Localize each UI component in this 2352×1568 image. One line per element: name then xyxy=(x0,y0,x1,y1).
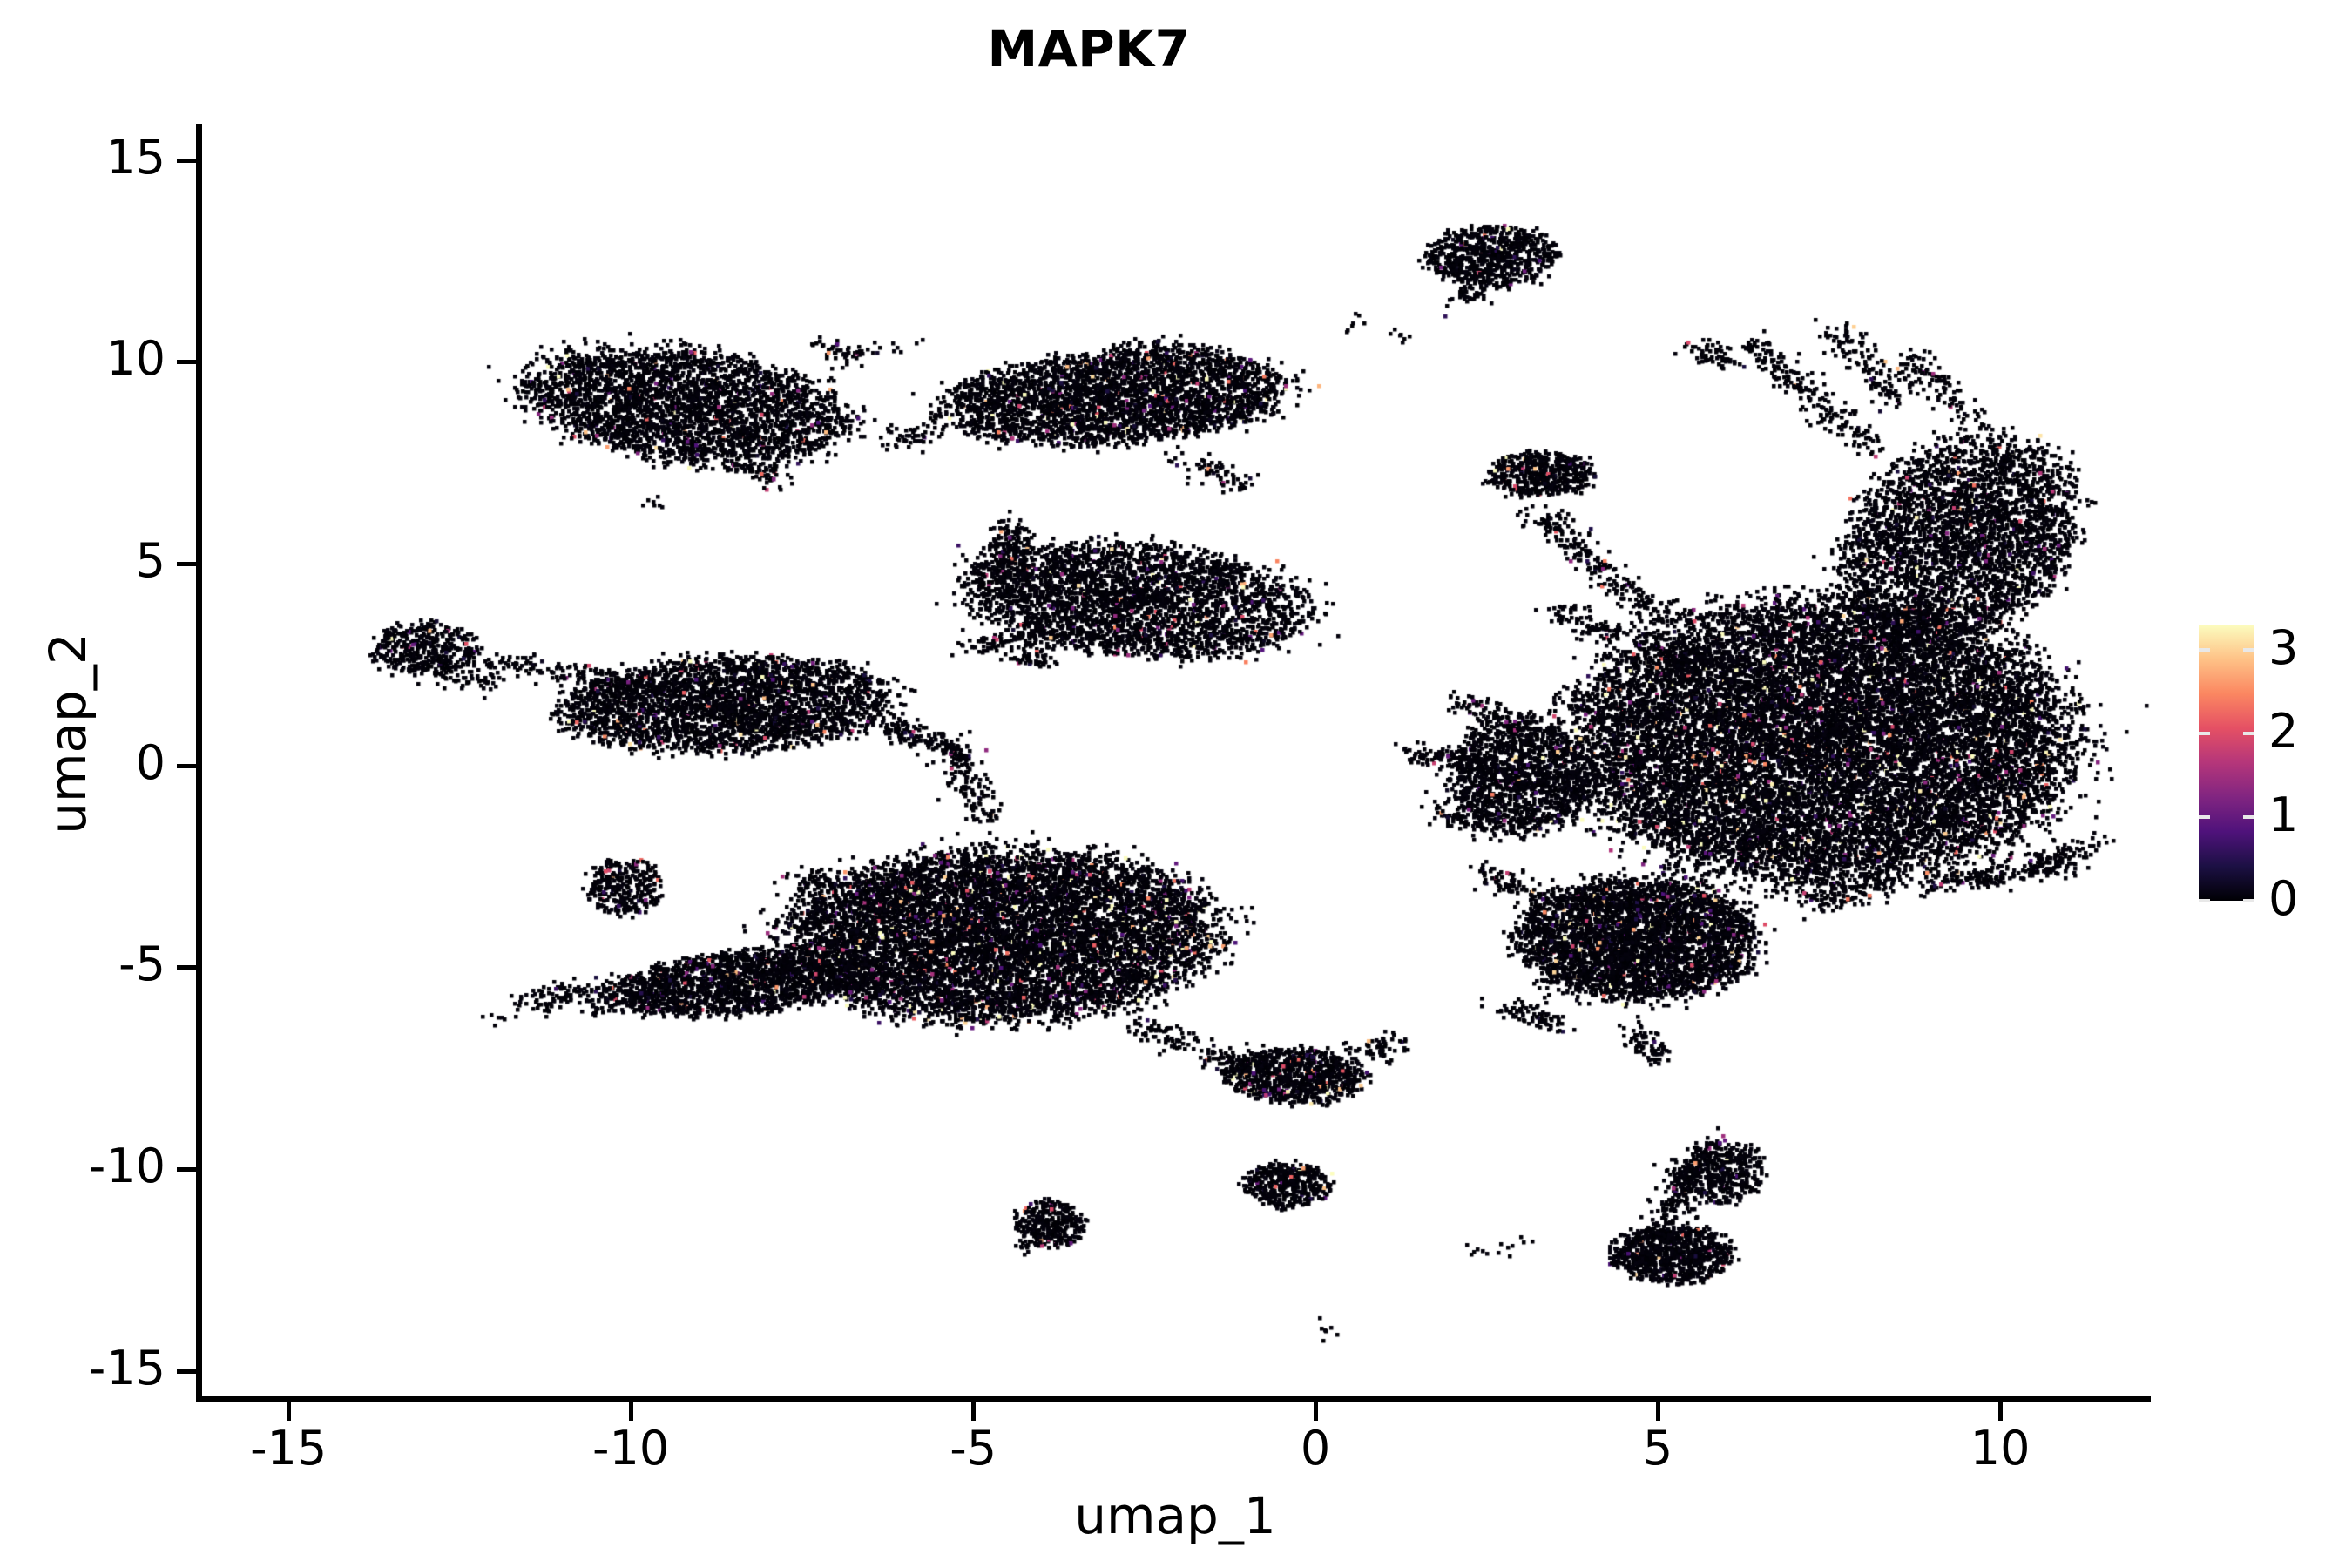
y-tick-mark xyxy=(177,763,196,768)
colorbar-tick-mark xyxy=(2199,899,2210,902)
colorbar-gradient xyxy=(2199,625,2254,901)
colorbar-tick-label: 0 xyxy=(2268,871,2299,926)
x-tick-mark xyxy=(629,1402,634,1421)
x-tick-mark xyxy=(1656,1402,1661,1421)
y-tick-mark xyxy=(177,965,196,970)
y-tick-label: -5 xyxy=(118,936,166,992)
y-tick-mark xyxy=(177,360,196,365)
x-tick-mark xyxy=(1314,1402,1319,1421)
x-tick-mark xyxy=(971,1402,977,1421)
colorbar-tick-mark xyxy=(2199,647,2210,652)
colorbar-tick-label: 2 xyxy=(2268,703,2299,759)
plot-axes-area xyxy=(199,124,2151,1399)
y-tick-label: -10 xyxy=(88,1138,166,1193)
x-tick-label: 0 xyxy=(1300,1421,1331,1476)
umap-scatter-plot xyxy=(199,124,2151,1399)
x-axis-spine xyxy=(196,1396,2151,1402)
x-tick-label: -5 xyxy=(950,1421,997,1476)
x-tick-mark xyxy=(1998,1402,2004,1421)
y-tick-mark xyxy=(177,158,196,163)
x-tick-label: -10 xyxy=(592,1421,670,1476)
y-axis-spine xyxy=(196,124,202,1402)
y-tick-mark xyxy=(177,1166,196,1172)
colorbar-tick-label: 3 xyxy=(2268,619,2299,675)
y-tick-mark xyxy=(177,1369,196,1374)
colorbar-tick-mark xyxy=(2243,814,2254,819)
x-tick-mark xyxy=(287,1402,292,1421)
colorbar-tick-mark xyxy=(2199,814,2210,819)
page-title: MAPK7 xyxy=(987,19,1191,78)
colorbar-tick-label: 1 xyxy=(2268,787,2299,842)
x-tick-label: -15 xyxy=(250,1421,328,1476)
y-tick-label: 5 xyxy=(135,532,166,588)
colorbar-tick-mark xyxy=(2199,731,2210,735)
colorbar-tick-mark xyxy=(2243,731,2254,735)
y-tick-label: 0 xyxy=(135,734,166,790)
colorbar-tick-mark xyxy=(2243,647,2254,652)
x-tick-label: 5 xyxy=(1642,1421,1673,1476)
x-tick-label: 10 xyxy=(1970,1421,2031,1476)
y-tick-label: 10 xyxy=(105,331,166,387)
x-axis-label: umap_1 xyxy=(1074,1486,1276,1545)
y-tick-label: -15 xyxy=(88,1340,166,1396)
colorbar-tick-mark xyxy=(2243,899,2254,902)
y-tick-label: 15 xyxy=(105,129,166,185)
y-axis-label: umap_2 xyxy=(38,632,98,835)
y-tick-mark xyxy=(177,561,196,566)
